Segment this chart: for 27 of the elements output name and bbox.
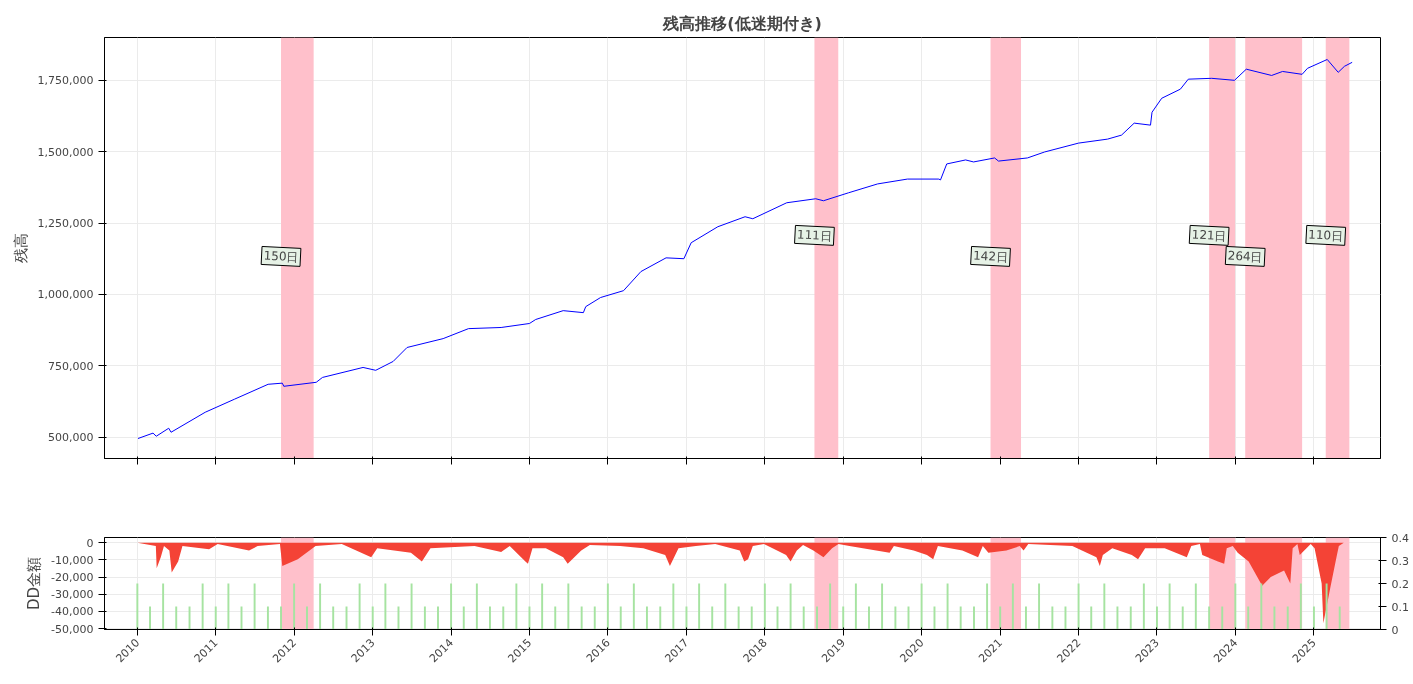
y-tick-label: -30,000 [51,588,94,602]
y2-tick-label: 0.1 [1391,600,1409,614]
y2-tick-label: 0.3 [1391,554,1409,568]
y2-tick-label: 0.4 [1391,531,1409,545]
band-label: 142日 [972,248,1009,265]
y-tick-label: -50,000 [51,622,94,636]
y-tick-label: -40,000 [51,605,94,619]
line-series [137,58,1353,440]
y-tick-label: 1,000,000 [37,288,94,302]
y-axis-title: DD金額 [25,556,44,611]
band-label: 150日 [263,248,299,265]
band-label: 111日 [796,227,833,244]
y-tick-label: -10,000 [51,553,94,567]
y2-tick-label: 0 [1391,623,1399,637]
y-tick-label: -20,000 [51,571,94,585]
y-tick-label: 1,750,000 [37,74,94,88]
y-tick-label: 1,500,000 [37,145,94,159]
y-axis-title: 残高 [11,233,30,263]
y-tick-label: 1,250,000 [37,217,94,231]
y2-tick-label: 0.2 [1391,577,1409,591]
chart-title: 残高推移(低迷期付き) [662,13,822,33]
band-label: 121日 [1191,227,1227,244]
band-label: 264日 [1227,248,1263,265]
band-label: 110日 [1307,227,1344,244]
y-tick-label: 0 [86,536,94,550]
y-tick-label: 500,000 [48,431,94,445]
y-tick-label: 750,000 [48,359,94,373]
